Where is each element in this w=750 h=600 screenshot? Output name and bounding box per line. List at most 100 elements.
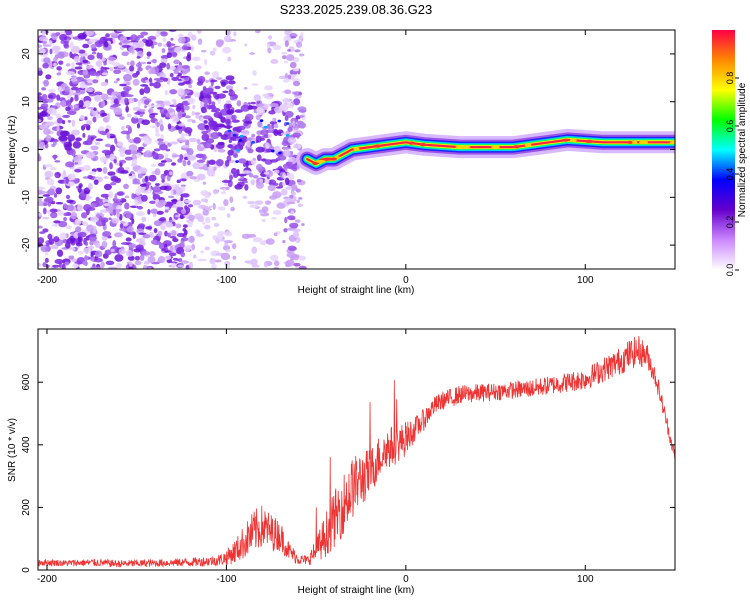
spectrogram-cell: [120, 169, 129, 174]
spectrogram-cell: [91, 51, 97, 55]
spectrogram-cell: [150, 125, 159, 129]
spectrogram-cell: [114, 193, 118, 201]
spectrogram-cell: [155, 100, 165, 104]
spectrogram-cell: [261, 218, 266, 223]
spectrogram-cell: [268, 110, 276, 115]
spectrogram-cell: [105, 260, 115, 266]
ridge-bead: [512, 145, 521, 149]
spectrogram-cell: [155, 104, 162, 108]
spectrogram-cell: [217, 231, 225, 236]
spectrogram-cell: [59, 232, 67, 240]
spectrogram-cell: [146, 61, 152, 65]
ridge-bead: [584, 139, 594, 143]
spectrogram-cell: [198, 204, 207, 209]
spectrogram-cell: [286, 252, 296, 258]
y-tick-label: 10: [21, 96, 32, 108]
spectrogram-cell: [73, 231, 80, 239]
spectrogram-cell: [188, 214, 195, 221]
spectrogram-cell: [212, 189, 219, 195]
spectrogram-cell: [283, 228, 288, 233]
spectrogram-cell: [93, 107, 97, 111]
spectrogram-cell: [200, 198, 208, 203]
spectrogram-cell: [50, 211, 58, 219]
spectrogram-cell: [272, 117, 277, 122]
x-tick-label: -200: [37, 574, 57, 585]
spectrogram-cell: [291, 74, 297, 78]
spectrogram-cell: [159, 144, 168, 151]
spectrogram-cell: [48, 238, 55, 245]
spectrogram-cell: [119, 162, 123, 167]
spectrogram-cell: [282, 181, 286, 187]
spectrogram-cell: [138, 108, 146, 112]
spectrogram-cell: [187, 97, 196, 105]
spectrogram-cell: [154, 183, 160, 186]
spectrogram-cell: [85, 30, 94, 37]
spectrogram-cell: [280, 188, 288, 196]
spectrogram-cell: [264, 178, 270, 184]
spectrogram-cell: [201, 154, 207, 161]
spectrogram-cell: [211, 264, 217, 269]
spectrogram-cell: [231, 119, 240, 123]
spectrogram-cell: [204, 246, 210, 251]
spectrogram-cell: [38, 47, 46, 55]
spectrogram-cell: [197, 258, 207, 262]
spectrogram-cell: [89, 239, 94, 246]
spectrogram-cell: [76, 178, 80, 183]
spectrogram-cell: [94, 250, 103, 258]
spectrogram-cell: [108, 217, 112, 220]
x-tick-label: -100: [216, 275, 236, 286]
ridge-bead: [562, 138, 569, 142]
spectrogram-cell: [82, 247, 92, 254]
spectrogram-cell: [79, 115, 85, 121]
spectrogram-cell: [85, 151, 96, 159]
spectrogram-cell: [148, 107, 154, 115]
spectrogram-cell: [297, 255, 306, 261]
spectrogram-cell: [110, 181, 117, 186]
snr-panel: -200 -100 0 100 0 200 400 600 Height of straig…: [7, 328, 676, 596]
spectrogram-cell: [40, 103, 49, 109]
spectrogram-cell: [84, 241, 89, 246]
spectrogram-cell: [298, 91, 302, 96]
spectrogram-cell: [228, 80, 236, 85]
spectrogram-cell: [196, 30, 202, 34]
spectrogram-cell: [205, 79, 209, 84]
spectrogram-cell: [254, 200, 264, 205]
ridge-bead: [627, 140, 633, 144]
spectrogram-cell: [241, 129, 250, 136]
spectrogram-cell: [169, 235, 177, 239]
spectrogram-cell: [292, 124, 300, 131]
spectrogram-cell: [113, 66, 118, 70]
spectrogram-cell: [176, 103, 184, 110]
spectrogram-cell: [169, 72, 174, 78]
snr-background: [38, 329, 675, 570]
spectrogram-cell: [106, 37, 113, 42]
spectrogram-cell: [159, 185, 168, 191]
spectrogram-cell: [171, 98, 176, 103]
spectrogram-cell: [164, 209, 169, 213]
spectrogram-cell: [184, 95, 192, 99]
spectrogram-cell: [240, 104, 250, 112]
spectrogram-cell: [180, 209, 187, 215]
spectrogram-cell: [243, 87, 248, 90]
spectrogram-cell: [200, 189, 209, 197]
spectrogram-cell: [208, 166, 214, 171]
spectrogram-cell: [60, 83, 67, 89]
spectrogram-cell: [166, 52, 173, 59]
spectrogram-cell: [282, 97, 290, 106]
spectrogram-cell: [298, 115, 305, 118]
spectrogram-cell: [145, 39, 154, 47]
spectrogram-cell: [169, 141, 179, 145]
spectrogram-cell: [295, 239, 300, 243]
spectrogram-cell: [60, 100, 67, 108]
spectrogram-cell: [204, 216, 211, 224]
colorbar-tick-label: 0.4: [725, 168, 735, 181]
spectrogram-cell: [63, 141, 73, 149]
spectrogram-cell: [171, 76, 179, 82]
colorbar-gradient: [712, 30, 735, 270]
spectrogram-cell: [242, 195, 248, 199]
spectrogram-cell: [265, 96, 274, 100]
spectrogram-cell: [77, 231, 87, 238]
spectrogram-cell: [53, 62, 57, 68]
spectrogram-cell: [213, 222, 220, 228]
